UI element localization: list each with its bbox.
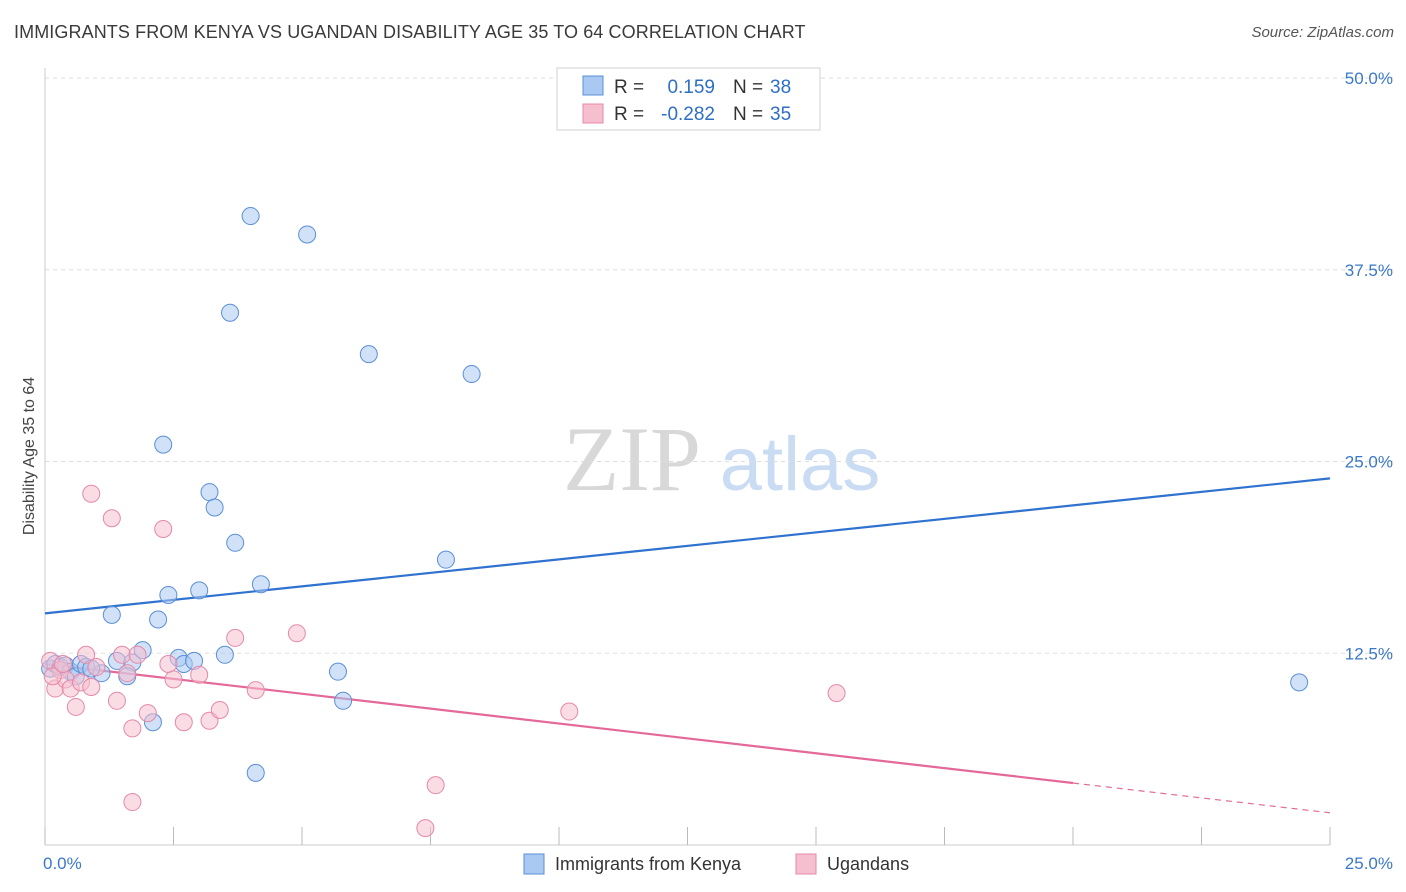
y-tick-label-3: 50.0% <box>1345 69 1393 88</box>
x-tick-labels: 0.0% 25.0% <box>43 854 1393 873</box>
kenya-point-29 <box>328 662 347 681</box>
kenya-point-27 <box>251 575 270 594</box>
ugandans-point-9 <box>82 484 101 503</box>
kenya-point-35 <box>1290 673 1309 692</box>
source-credit: Source: ZipAtlas.com <box>1251 24 1394 41</box>
ugandans-point-30 <box>426 776 445 795</box>
grid-lines <box>45 77 1395 654</box>
ugandans-point-28 <box>287 624 306 643</box>
ugandans-point-26 <box>226 628 245 647</box>
ugandans-point-7 <box>77 645 96 664</box>
y-tick-label-0: 12.5% <box>1345 644 1393 663</box>
trend-line-ugandans <box>44 662 1074 785</box>
series-legend-swatch-kenya <box>523 853 545 875</box>
ugandans-point-23 <box>190 665 209 684</box>
kenya-point-14 <box>159 585 178 604</box>
watermark-atlas: atlas <box>720 422 881 507</box>
kenya-point-13 <box>149 610 168 629</box>
x-tick-label-1: 25.0% <box>1345 854 1393 873</box>
kenya-point-31 <box>359 345 378 364</box>
y-axis-label: Disability Age 35 to 64 <box>21 377 38 535</box>
kenya-point-21 <box>205 498 224 517</box>
kenya-point-23 <box>221 303 240 322</box>
legend-n-value-blue: 38 <box>770 77 791 98</box>
ugandans-point-21 <box>164 670 183 689</box>
kenya-point-26 <box>246 763 265 782</box>
ugandans-point-14 <box>118 664 137 683</box>
ugandans-point-34 <box>53 654 72 673</box>
legend-r-label-pink: R = <box>614 104 644 125</box>
ugandans-point-15 <box>123 793 142 812</box>
legend-n-label-pink: N = <box>733 104 763 125</box>
ugandans-point-11 <box>102 509 121 528</box>
watermark: ZIP atlas <box>563 408 880 510</box>
chart-title: IMMIGRANTS FROM KENYA VS UGANDAN DISABIL… <box>14 22 806 42</box>
legend-r-value-pink: -0.282 <box>661 104 715 125</box>
legend-r-value-blue: 0.159 <box>667 77 715 98</box>
y-tick-label-2: 37.5% <box>1345 261 1393 280</box>
trend-line-ugandans-extrapolated <box>1072 782 1331 814</box>
kenya-point-24 <box>226 533 245 552</box>
kenya-point-25 <box>241 207 260 226</box>
series-legend-label-ugandans: Ugandans <box>827 854 909 874</box>
x-tick-label-0: 0.0% <box>43 854 82 873</box>
ugandans-point-22 <box>174 713 193 732</box>
legend-swatch-pink <box>582 103 604 124</box>
ugandans-point-16 <box>128 645 147 664</box>
series-legend: Immigrants from Kenya Ugandans <box>523 853 909 875</box>
ugandans-point-10 <box>87 658 106 677</box>
watermark-zip: ZIP <box>563 408 701 510</box>
legend-n-label-blue: N = <box>733 77 763 98</box>
ugandans-point-33 <box>43 667 62 686</box>
kenya-point-28 <box>298 225 317 244</box>
ugandans-point-12 <box>107 691 126 710</box>
kenya-point-20 <box>200 483 219 502</box>
y-tick-label-1: 25.0% <box>1345 453 1393 472</box>
y-tick-labels: 12.5% 25.0% 37.5% 50.0% <box>1345 69 1393 663</box>
kenya-point-22 <box>215 645 234 664</box>
ugandans-point-25 <box>210 701 229 720</box>
kenya-point-34 <box>154 435 173 454</box>
ugandans-point-5 <box>66 697 85 716</box>
kenya-point-33 <box>462 365 481 384</box>
ugandans-point-8 <box>82 677 101 696</box>
ugandans-point-32 <box>827 684 846 703</box>
series-legend-swatch-ugandans <box>795 853 817 875</box>
ugandans-point-31 <box>560 702 579 721</box>
kenya-point-19 <box>190 581 209 600</box>
legend-r-label-blue: R = <box>614 77 644 98</box>
kenya-point-32 <box>436 550 455 569</box>
ugandans-point-13 <box>113 645 132 664</box>
ugandans-point-27 <box>246 681 265 700</box>
kenya-point-30 <box>334 691 353 710</box>
legend-swatch-blue <box>582 75 604 96</box>
legend-n-value-pink: 35 <box>770 104 791 125</box>
kenya-point-18 <box>102 605 121 624</box>
ugandans-point-19 <box>154 519 173 538</box>
ugandans-point-18 <box>138 704 157 723</box>
stats-legend: R = 0.159 N = 38 R = -0.282 N = 35 <box>556 67 821 131</box>
ugandans-point-17 <box>123 719 142 738</box>
ugandans-point-20 <box>159 654 178 673</box>
ugandans-point-29 <box>416 819 435 838</box>
data-points <box>41 207 1309 838</box>
series-legend-label-kenya: Immigrants from Kenya <box>555 854 742 874</box>
